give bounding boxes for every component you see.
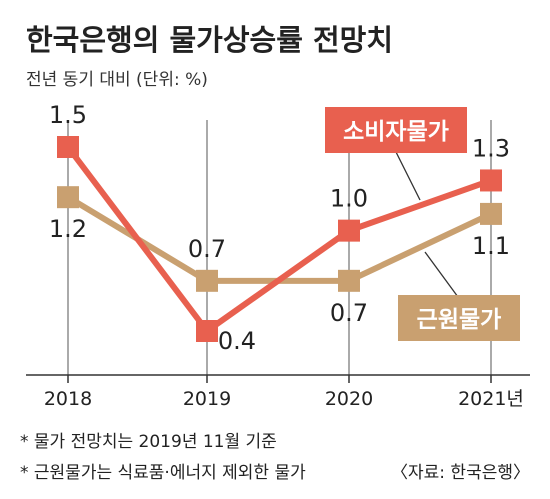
series-name-core: 근원물가 — [417, 307, 502, 333]
chart-title: 한국은행의 물가상승률 전망치 — [26, 23, 393, 57]
data-point-core — [480, 202, 502, 225]
data-label-consumer: 1.3 — [472, 134, 510, 162]
data-label-core: 1.1 — [472, 232, 510, 260]
data-label-consumer: 1.0 — [330, 185, 368, 213]
data-point-core — [196, 269, 218, 292]
footnote-1: * 물가 전망치는 2019년 11월 기준 — [20, 432, 277, 452]
data-label-core: 0.7 — [330, 299, 368, 327]
series-name-consumer: 소비자물가 — [343, 119, 449, 145]
x-tick-label: 2020 — [325, 388, 373, 410]
source-note: 〈자료: 한국은행〉 — [391, 463, 530, 483]
data-point-consumer — [196, 320, 218, 342]
series-line-core — [65, 194, 494, 284]
x-axis-ticks: 2018 2019 2020 2021년 — [44, 375, 524, 410]
data-label-core: 1.2 — [49, 215, 87, 243]
x-tick-label: 2018 — [44, 388, 92, 410]
series-line-consumer — [65, 144, 494, 334]
data-point-core — [338, 269, 360, 292]
data-label-consumer: 1.5 — [49, 101, 87, 129]
data-label-core: 0.7 — [188, 235, 226, 263]
callout-box-core — [398, 295, 520, 341]
callout-leader-consumer — [394, 149, 421, 201]
data-point-consumer — [480, 169, 502, 192]
x-tick-label: 2021년 — [458, 388, 524, 410]
data-point-core — [57, 186, 79, 209]
data-label-consumer: 0.4 — [218, 327, 256, 355]
data-point-consumer — [338, 219, 360, 242]
callout-box-consumer — [325, 107, 467, 153]
callout-leader-core — [424, 251, 459, 298]
data-point-consumer — [57, 136, 79, 158]
chart-subtitle: 전년 동기 대비 (단위: %) — [26, 70, 208, 90]
x-tick-label: 2019 — [183, 388, 231, 410]
footnote-2: * 근원물가는 식료품·에너지 제외한 물가 — [20, 463, 306, 483]
